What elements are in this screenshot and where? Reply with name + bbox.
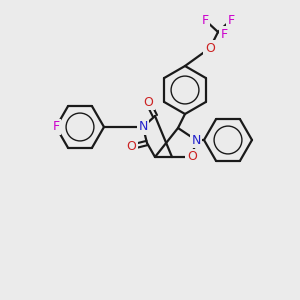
Text: O: O bbox=[205, 41, 215, 55]
Text: N: N bbox=[138, 121, 148, 134]
Text: O: O bbox=[126, 140, 136, 154]
Text: F: F bbox=[227, 14, 235, 26]
Text: N: N bbox=[191, 134, 201, 146]
Text: O: O bbox=[187, 151, 197, 164]
Text: F: F bbox=[201, 14, 208, 26]
Text: O: O bbox=[143, 95, 153, 109]
Text: F: F bbox=[220, 28, 228, 40]
Text: F: F bbox=[52, 121, 60, 134]
